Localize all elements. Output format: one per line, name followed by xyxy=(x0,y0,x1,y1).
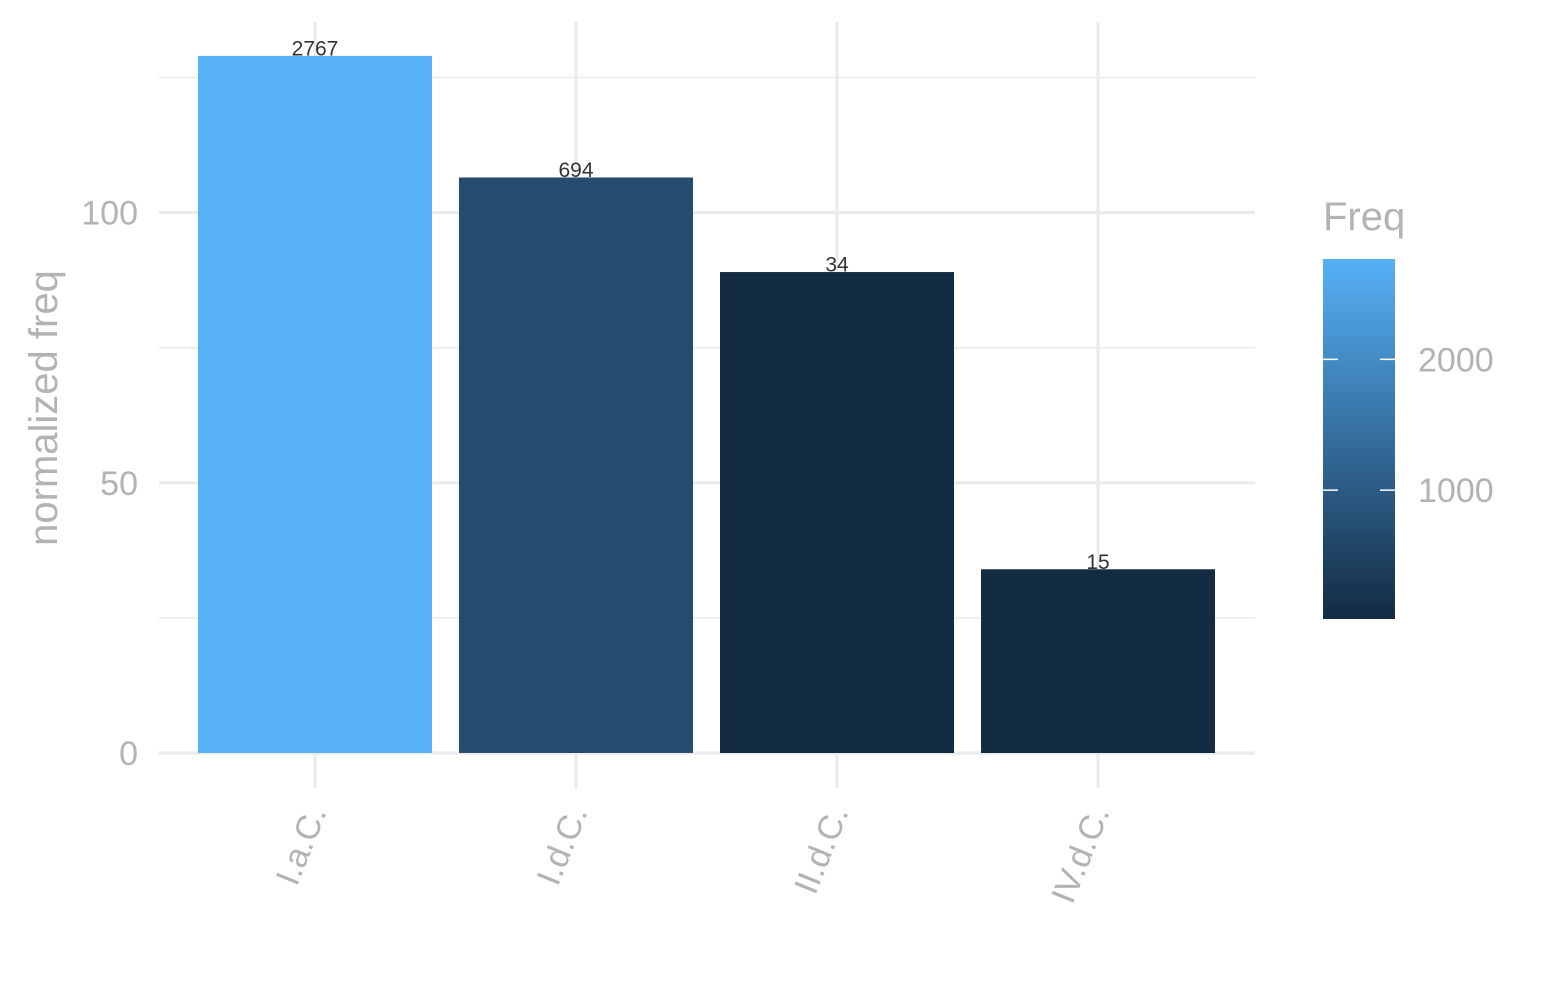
bar-label-2: 34 xyxy=(825,254,849,277)
colorbar-legend: Freq 1000 2000 xyxy=(1323,195,1494,619)
y-axis-tick-labels: 0 50 100 xyxy=(81,195,138,773)
colorbar-tick-label-1: 2000 xyxy=(1418,341,1494,379)
y-tick-label-1: 50 xyxy=(100,465,138,503)
colorbar-tick-label-0: 1000 xyxy=(1418,472,1494,510)
x-tick-label-0: I.a.C. xyxy=(269,801,335,891)
x-tick-label-2: II.d.C. xyxy=(787,801,856,899)
bar-labels: 2767 694 34 15 xyxy=(292,37,1110,573)
x-tick-label-3: IV.d.C. xyxy=(1044,801,1117,909)
bar-2 xyxy=(720,272,954,753)
y-tick-label-2: 100 xyxy=(81,195,138,233)
colorbar xyxy=(1323,259,1395,619)
bar-label-3: 15 xyxy=(1086,551,1109,574)
x-tick-label-1: I.d.C. xyxy=(530,801,596,891)
colorbar-ticks: 1000 2000 xyxy=(1323,341,1494,510)
bar-3 xyxy=(981,569,1215,753)
bars xyxy=(198,55,1215,754)
y-axis-title: normalized freq xyxy=(22,270,66,546)
bar-0 xyxy=(198,55,432,754)
bar-1 xyxy=(459,177,693,753)
legend-title: Freq xyxy=(1323,195,1405,239)
bar-label-0: 2767 xyxy=(292,37,339,60)
bar-label-1: 694 xyxy=(558,159,593,182)
x-axis-tick-labels: I.a.C. I.d.C. II.d.C. IV.d.C. xyxy=(269,801,1118,909)
y-tick-label-0: 0 xyxy=(119,735,138,773)
